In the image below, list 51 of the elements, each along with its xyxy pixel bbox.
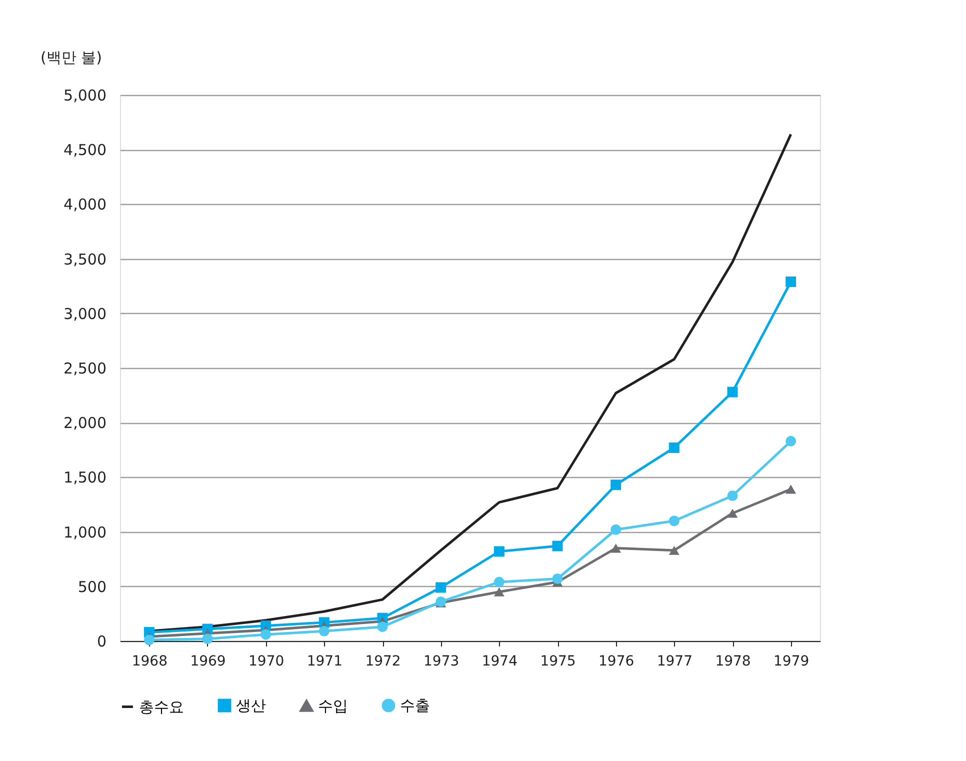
x-tick-label: 1970 [248,654,284,670]
x-tick-label: 1969 [190,654,226,670]
x-tick-label: 1972 [365,654,401,670]
point [727,386,738,398]
point [377,622,388,632]
legend-label: 수입 [318,696,348,715]
point [786,276,796,287]
y-tick-label: 2,000 [64,414,106,432]
x-tick-label: 1973 [424,654,460,670]
point [610,544,622,553]
point [668,442,680,453]
x-tick-label: 1968 [132,654,168,670]
point [436,582,446,593]
y-tick-label: 4,500 [64,141,106,160]
point [494,576,504,588]
point [552,540,563,552]
point [786,484,796,494]
x-tick-label: 1977 [656,654,692,670]
x-tick-label: 1971 [306,654,342,670]
point [668,546,680,555]
point [318,626,330,636]
x-tick-label: 1975 [540,654,576,670]
y-tick-label: 0 [96,632,106,650]
y-tick-label: 2,500 [64,360,106,378]
point [610,480,622,490]
legend-label: 총수요 [139,698,184,716]
y-tick-label: 1,000 [64,523,106,542]
point [144,634,154,646]
point [610,524,622,535]
legend-label: 생산 [236,696,266,715]
x-tick-label: 1979 [774,654,810,670]
y-tick-label: 3,500 [64,250,106,268]
y-tick-label: 3,000 [64,304,106,323]
point [668,516,680,526]
point [202,634,213,644]
y-tick-label: 500 [78,578,106,596]
point [727,508,738,518]
x-tick-label: 1978 [715,654,751,670]
point [786,436,796,446]
y-axis-title: (백만 불) [40,48,102,66]
point [494,546,504,557]
point [552,574,563,584]
legend-label: 수출 [400,696,430,715]
point [727,490,738,501]
y-tick-label: 5,000 [64,86,106,104]
point [494,587,504,596]
y-tick-label: 1,500 [64,468,106,487]
x-tick-label: 1976 [598,654,634,670]
point [260,629,272,640]
y-tick-label: 4,000 [64,196,106,214]
x-tick-label: 1974 [482,654,518,670]
